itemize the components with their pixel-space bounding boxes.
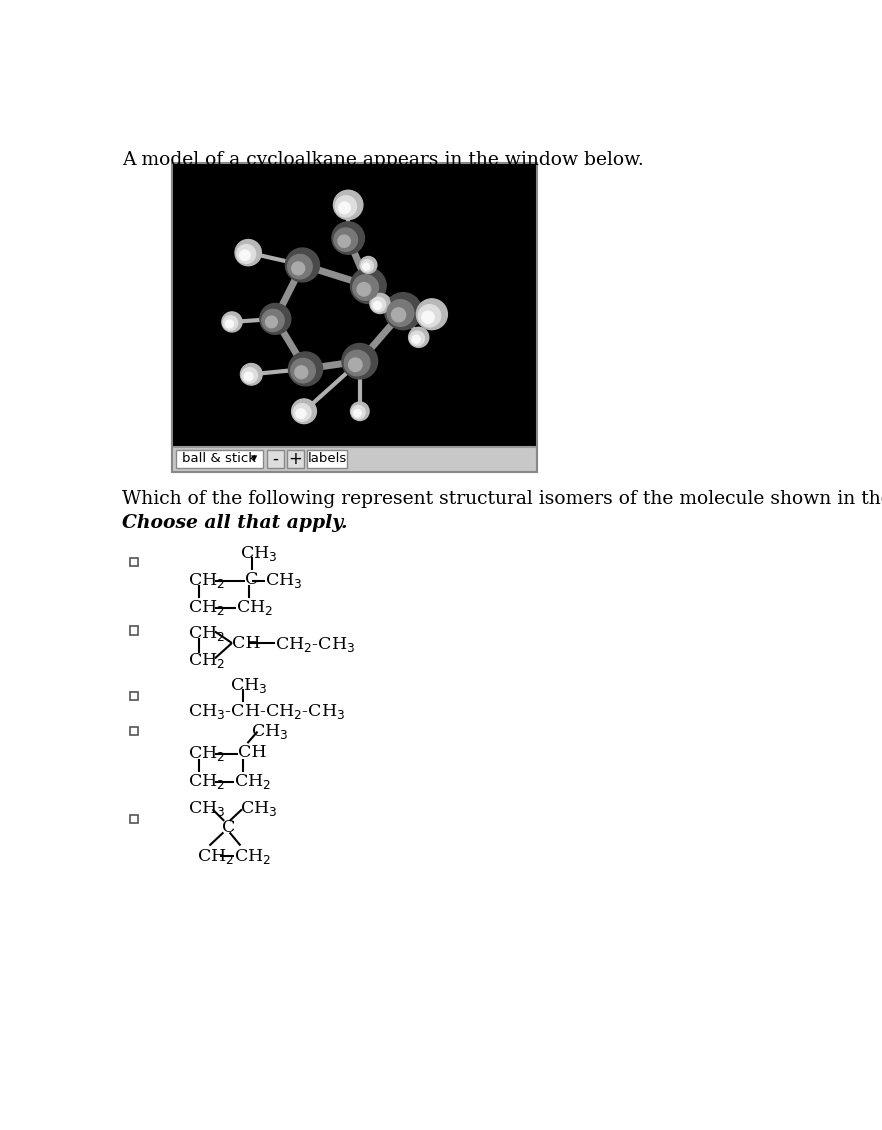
Circle shape bbox=[350, 402, 369, 420]
Circle shape bbox=[353, 275, 378, 301]
Circle shape bbox=[344, 350, 370, 376]
Circle shape bbox=[418, 305, 441, 327]
Bar bbox=[130, 692, 138, 699]
Circle shape bbox=[288, 351, 323, 385]
Circle shape bbox=[222, 312, 242, 332]
Bar bbox=[130, 815, 138, 824]
Bar bbox=[176, 450, 263, 468]
Circle shape bbox=[296, 409, 306, 418]
Circle shape bbox=[293, 403, 311, 421]
Circle shape bbox=[260, 304, 291, 334]
Text: CH$_3$: CH$_3$ bbox=[188, 799, 225, 818]
Text: CH$_2$: CH$_2$ bbox=[188, 744, 225, 763]
Text: CH$_2$: CH$_2$ bbox=[235, 598, 273, 617]
Text: CH: CH bbox=[238, 744, 266, 760]
Circle shape bbox=[288, 254, 312, 279]
Text: C: C bbox=[245, 571, 258, 588]
Text: CH: CH bbox=[232, 635, 260, 652]
Circle shape bbox=[286, 247, 319, 281]
Circle shape bbox=[291, 358, 315, 383]
Circle shape bbox=[371, 297, 385, 312]
Text: CH$_2$-CH$_3$: CH$_2$-CH$_3$ bbox=[274, 635, 355, 654]
Circle shape bbox=[354, 409, 362, 417]
Text: CH$_2$: CH$_2$ bbox=[235, 772, 272, 791]
Circle shape bbox=[410, 331, 424, 346]
Bar bbox=[287, 450, 304, 468]
Circle shape bbox=[385, 293, 422, 330]
Text: A model of a cycloalkane appears in the window below.: A model of a cycloalkane appears in the … bbox=[122, 151, 644, 170]
Text: CH$_2$: CH$_2$ bbox=[235, 848, 272, 866]
Circle shape bbox=[361, 260, 373, 272]
Circle shape bbox=[244, 372, 253, 381]
Circle shape bbox=[363, 263, 370, 270]
Text: CH$_3$: CH$_3$ bbox=[251, 722, 288, 741]
Circle shape bbox=[387, 299, 414, 327]
Bar bbox=[130, 727, 138, 736]
Circle shape bbox=[350, 268, 386, 304]
Text: CH$_3$: CH$_3$ bbox=[241, 544, 278, 563]
Text: CH$_2$: CH$_2$ bbox=[188, 598, 225, 617]
Text: CH$_2$: CH$_2$ bbox=[188, 772, 225, 791]
Circle shape bbox=[235, 240, 261, 266]
Circle shape bbox=[332, 221, 364, 254]
Text: labels: labels bbox=[308, 452, 347, 466]
Text: CH$_3$: CH$_3$ bbox=[241, 799, 278, 818]
Circle shape bbox=[262, 310, 284, 331]
Text: CH$_3$: CH$_3$ bbox=[265, 571, 303, 590]
Circle shape bbox=[357, 282, 370, 296]
Circle shape bbox=[392, 307, 406, 322]
Circle shape bbox=[295, 366, 308, 379]
Circle shape bbox=[265, 316, 277, 328]
Text: CH$_2$: CH$_2$ bbox=[188, 571, 225, 590]
Bar bbox=[172, 163, 536, 447]
Text: C: C bbox=[222, 818, 235, 835]
Bar bbox=[307, 450, 348, 468]
Text: CH$_2$: CH$_2$ bbox=[188, 651, 225, 670]
Circle shape bbox=[334, 228, 357, 251]
Circle shape bbox=[292, 262, 304, 275]
Text: CH$_2$: CH$_2$ bbox=[188, 624, 225, 643]
Circle shape bbox=[333, 190, 363, 219]
Text: ▾: ▾ bbox=[251, 452, 258, 466]
Circle shape bbox=[242, 367, 258, 383]
Circle shape bbox=[236, 244, 256, 263]
Bar bbox=[172, 163, 536, 472]
Circle shape bbox=[373, 302, 381, 310]
Circle shape bbox=[370, 294, 390, 313]
Bar bbox=[266, 450, 284, 468]
Circle shape bbox=[412, 336, 420, 344]
Circle shape bbox=[352, 406, 365, 419]
Text: +: + bbox=[288, 450, 303, 468]
Circle shape bbox=[240, 250, 250, 261]
Circle shape bbox=[223, 315, 237, 330]
Circle shape bbox=[241, 364, 262, 385]
Circle shape bbox=[408, 328, 429, 347]
Circle shape bbox=[360, 257, 377, 273]
Bar bbox=[172, 447, 536, 472]
Bar bbox=[130, 626, 138, 635]
Circle shape bbox=[292, 399, 317, 424]
Circle shape bbox=[335, 195, 356, 217]
Circle shape bbox=[422, 311, 434, 323]
Circle shape bbox=[338, 235, 350, 247]
Text: Which of the following represent structural isomers of the molecule shown in the: Which of the following represent structu… bbox=[122, 489, 882, 507]
Bar bbox=[130, 557, 138, 566]
Text: CH$_3$: CH$_3$ bbox=[230, 676, 268, 695]
Circle shape bbox=[226, 320, 234, 328]
Text: -: - bbox=[273, 450, 278, 468]
Circle shape bbox=[339, 202, 350, 214]
Circle shape bbox=[348, 358, 363, 372]
Circle shape bbox=[342, 344, 377, 379]
Text: Choose all that apply.: Choose all that apply. bbox=[122, 514, 348, 532]
Text: CH$_3$-CH-CH$_2$-CH$_3$: CH$_3$-CH-CH$_2$-CH$_3$ bbox=[188, 702, 345, 721]
Text: CH$_2$: CH$_2$ bbox=[197, 848, 235, 866]
Text: ball & stick: ball & stick bbox=[182, 452, 256, 466]
Circle shape bbox=[416, 298, 447, 330]
